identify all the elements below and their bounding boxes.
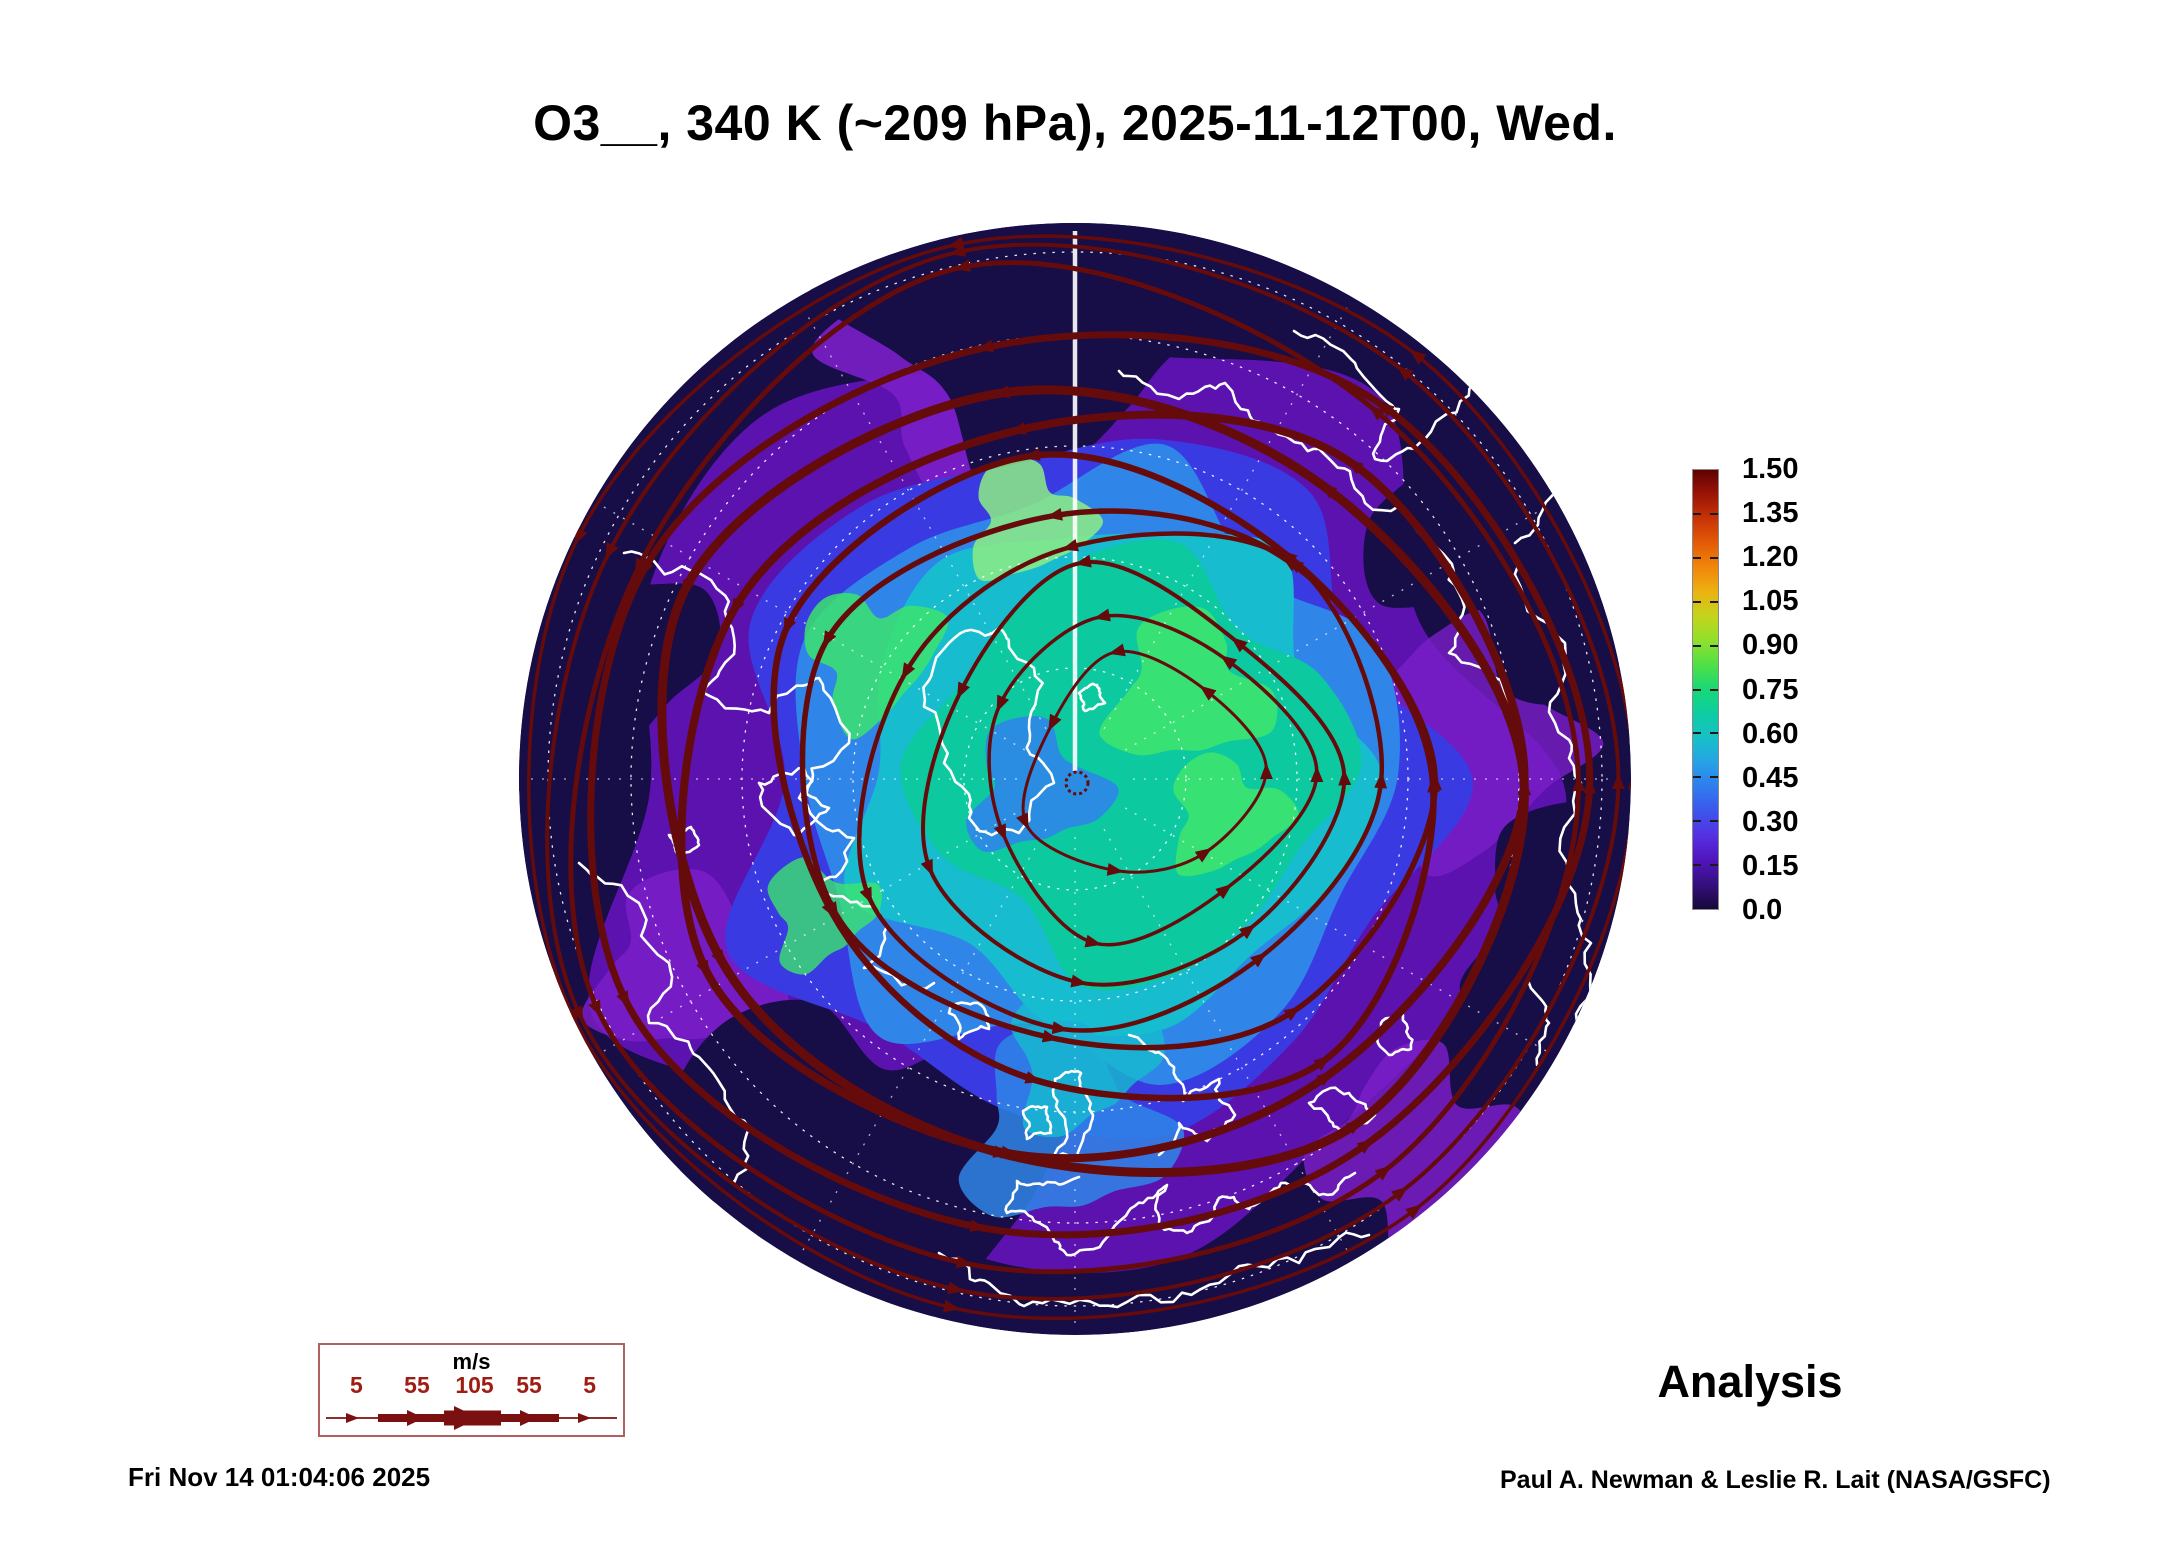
wind-tick-label: 55 [404,1372,430,1398]
polar-map [519,223,1631,1335]
wind-tick-label: 5 [583,1372,597,1398]
colorbar-tick-label: 1.20 [1742,541,1799,573]
colorbar-tick-label: 0.15 [1742,850,1799,882]
colorbar-tick-label: 1.05 [1742,585,1799,617]
colorbar-tick-label: 0.90 [1742,629,1799,661]
colorbar-gradient [1692,469,1719,910]
wind-tick-label: 105 [455,1372,494,1398]
colorbar-tick-label: 0.0 [1742,894,1783,926]
colorbar-tick-label: 1.35 [1742,497,1799,529]
colorbar: 1.50 1.35 1.20 1.05 0.90 0.75 0.60 0.45 … [1692,453,1912,926]
wind-tick-label: 5 [349,1372,363,1398]
wind-arrow-scale-icon [326,1406,617,1430]
colorbar-tick-label: 0.30 [1742,806,1799,838]
wind-streamlines [527,236,1631,1318]
analysis-mode-label: Analysis [1657,1356,1843,1407]
generated-timestamp: Fri Nov 14 01:04:06 2025 [128,1462,431,1492]
credit-line: Paul A. Newman & Leslie R. Lait (NASA/GS… [1500,1466,2051,1494]
wind-tick-label: 55 [516,1372,542,1398]
figure-title: O3__, 340 K (~209 hPa), 2025-11-12T00, W… [533,95,1617,151]
colorbar-tick-label: 0.45 [1742,762,1799,794]
colorbar-tick-label: 0.75 [1742,674,1799,706]
colorbar-tick-label: 1.50 [1742,453,1799,485]
wind-speed-legend: m/s 5 55 105 55 5 [318,1343,625,1437]
colorbar-tick-label: 0.60 [1742,718,1799,750]
wind-units-label: m/s [452,1349,491,1374]
